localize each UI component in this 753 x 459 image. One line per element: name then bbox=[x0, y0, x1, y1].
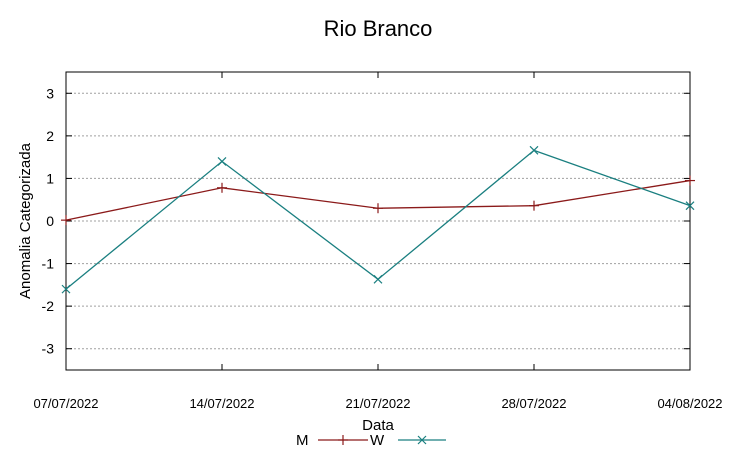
y-tick-label: 0 bbox=[46, 213, 54, 229]
grid-lines bbox=[66, 92, 690, 350]
series-W bbox=[61, 145, 695, 294]
y-tick-label: 3 bbox=[46, 85, 54, 101]
y-tick-label: 1 bbox=[46, 170, 54, 186]
x-axis-ticks: 07/07/2022 14/07/2022 21/07/2022 28/07/2022… bbox=[33, 72, 723, 411]
chart-title: Rio Branco bbox=[324, 16, 433, 41]
y-axis-ticks: -3 -2 -1 0 1 2 3 bbox=[42, 85, 690, 357]
data-point bbox=[61, 284, 71, 294]
series-line-W bbox=[65, 149, 691, 290]
series-lines bbox=[61, 145, 695, 294]
x-tick-label: 07/07/2022 bbox=[33, 396, 98, 411]
y-tick-label: 2 bbox=[46, 128, 54, 144]
y-axis-label: Anomalia Categorizada bbox=[17, 142, 34, 299]
x-axis-label: Data bbox=[362, 417, 394, 434]
y-tick-label: -2 bbox=[42, 298, 55, 314]
series-line-M bbox=[65, 179, 691, 221]
data-point bbox=[217, 156, 227, 166]
legend-label-W: W bbox=[370, 432, 385, 449]
x-tick-label: 28/07/2022 bbox=[501, 396, 566, 411]
series-M bbox=[61, 175, 695, 226]
legend-label-M: M bbox=[296, 432, 309, 449]
x-tick-label: 21/07/2022 bbox=[345, 396, 410, 411]
data-point bbox=[373, 274, 383, 284]
x-tick-label: 04/08/2022 bbox=[657, 396, 722, 411]
data-point bbox=[685, 201, 695, 211]
x-tick-label: 14/07/2022 bbox=[189, 396, 254, 411]
y-tick-label: -3 bbox=[42, 341, 55, 357]
y-tick-label: -1 bbox=[42, 256, 55, 272]
data-point bbox=[529, 145, 539, 155]
data-point bbox=[417, 435, 427, 445]
